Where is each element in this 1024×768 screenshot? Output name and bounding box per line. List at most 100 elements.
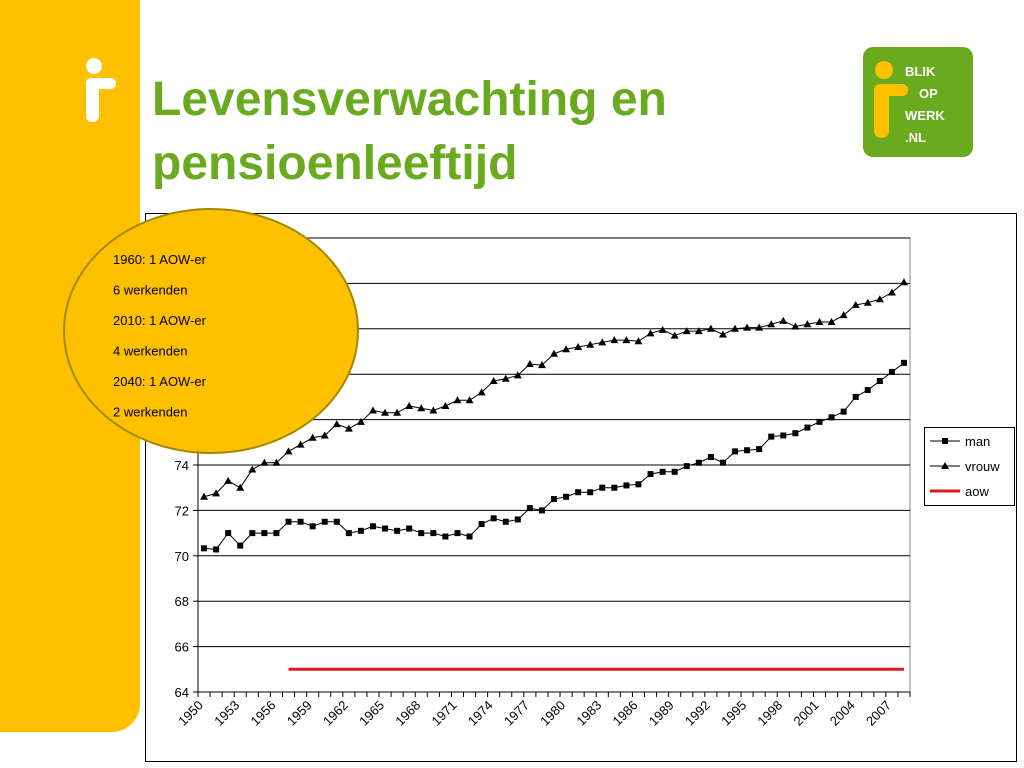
point bbox=[743, 323, 752, 331]
point bbox=[875, 295, 884, 303]
y-tick-label: 66 bbox=[175, 640, 189, 655]
point bbox=[779, 316, 788, 324]
point bbox=[272, 458, 281, 466]
annotation-line: 2040: 1 AOW-er bbox=[113, 374, 207, 389]
point bbox=[682, 327, 691, 335]
point bbox=[840, 408, 847, 415]
point bbox=[610, 336, 619, 344]
point bbox=[430, 530, 437, 537]
point bbox=[320, 431, 329, 439]
point bbox=[514, 516, 521, 523]
point bbox=[671, 468, 678, 475]
point bbox=[273, 530, 280, 537]
y-tick-label: 64 bbox=[175, 685, 189, 700]
point bbox=[706, 324, 715, 332]
point bbox=[828, 414, 835, 421]
point bbox=[599, 484, 606, 491]
point bbox=[345, 530, 352, 537]
point bbox=[694, 327, 703, 335]
logo-text: .NL bbox=[905, 130, 926, 145]
annotation-line: 2 werkenden bbox=[113, 405, 187, 420]
point bbox=[803, 320, 812, 328]
title-line: pensioenleeftijd bbox=[152, 137, 518, 190]
point bbox=[670, 331, 679, 339]
point bbox=[586, 340, 595, 348]
point bbox=[852, 393, 859, 400]
point bbox=[344, 424, 353, 432]
point bbox=[394, 527, 401, 534]
point bbox=[212, 489, 221, 497]
point bbox=[513, 371, 522, 379]
point bbox=[441, 401, 450, 409]
point bbox=[406, 525, 413, 532]
point bbox=[333, 518, 340, 525]
point bbox=[429, 406, 438, 414]
point bbox=[658, 325, 667, 333]
point bbox=[225, 530, 232, 537]
point bbox=[249, 530, 256, 537]
point bbox=[308, 433, 317, 441]
point bbox=[525, 359, 534, 367]
sidebar-icon bbox=[86, 58, 116, 122]
point bbox=[887, 288, 896, 296]
point bbox=[213, 546, 220, 553]
point bbox=[237, 542, 244, 549]
point bbox=[538, 507, 545, 514]
point bbox=[284, 447, 293, 455]
point bbox=[635, 481, 642, 488]
point bbox=[899, 278, 908, 286]
point bbox=[453, 396, 462, 404]
point bbox=[815, 317, 824, 325]
logo-text: OP bbox=[919, 86, 938, 101]
point bbox=[356, 417, 365, 425]
point bbox=[478, 521, 485, 528]
point bbox=[309, 523, 316, 530]
point bbox=[248, 465, 257, 473]
slide-title: Levensverwachting en pensioenleeftijd bbox=[152, 68, 832, 196]
point bbox=[876, 378, 883, 385]
point bbox=[332, 420, 341, 428]
point bbox=[382, 525, 389, 532]
annotation-line: 4 werkenden bbox=[113, 344, 187, 359]
point bbox=[941, 462, 949, 469]
point bbox=[501, 374, 510, 382]
point bbox=[732, 448, 739, 455]
point bbox=[442, 533, 449, 540]
point bbox=[756, 446, 763, 453]
point bbox=[804, 424, 811, 431]
y-tick-label: 72 bbox=[175, 503, 189, 518]
point bbox=[466, 533, 473, 540]
point bbox=[942, 438, 948, 444]
annotation-line: 1960: 1 AOW-er bbox=[113, 252, 207, 267]
point bbox=[236, 483, 245, 491]
logo: BLIK OP WERK .NL bbox=[863, 47, 973, 157]
point bbox=[839, 311, 848, 319]
annotation-bubble bbox=[63, 208, 359, 454]
point bbox=[744, 447, 751, 454]
point bbox=[755, 323, 764, 331]
point bbox=[393, 408, 402, 416]
point bbox=[622, 336, 631, 344]
point bbox=[598, 338, 607, 346]
point bbox=[417, 404, 426, 412]
point bbox=[550, 349, 558, 357]
annotation-line: 6 werkenden bbox=[113, 283, 187, 298]
point bbox=[296, 440, 305, 448]
point bbox=[200, 492, 209, 500]
point bbox=[634, 337, 643, 345]
point bbox=[719, 459, 726, 466]
point bbox=[285, 518, 292, 525]
point bbox=[574, 342, 583, 350]
point bbox=[405, 401, 414, 409]
point bbox=[851, 300, 860, 308]
point bbox=[888, 368, 895, 375]
y-tick-label: 70 bbox=[175, 549, 189, 564]
y-tick-label: 68 bbox=[175, 594, 189, 609]
point bbox=[707, 454, 714, 461]
point bbox=[791, 322, 800, 330]
point bbox=[816, 418, 823, 425]
point bbox=[454, 530, 461, 537]
legend-label: vrouw bbox=[965, 459, 1000, 474]
point bbox=[575, 489, 582, 496]
